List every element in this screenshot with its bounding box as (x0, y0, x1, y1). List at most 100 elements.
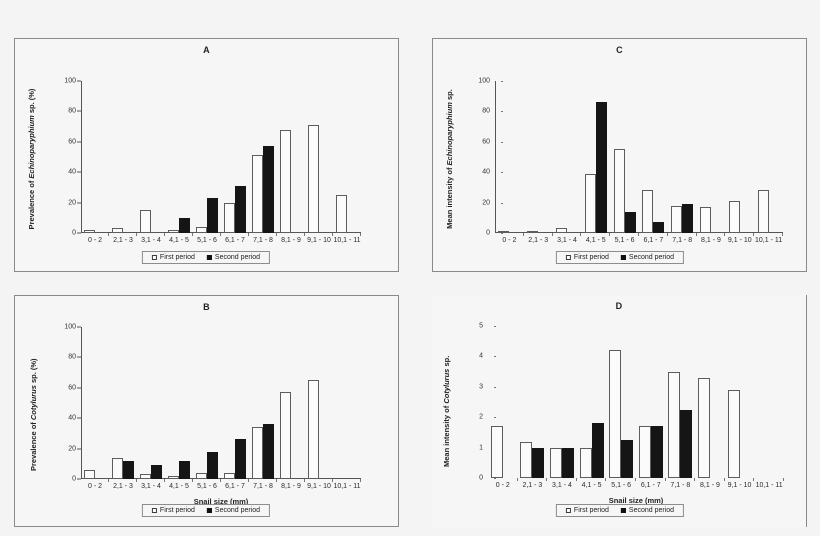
panel-d-x-axis-title: Snail size (mm) (608, 496, 664, 505)
y-title-pre: Prevalence of (27, 178, 36, 230)
x-tick-mark (723, 478, 725, 481)
panel-a-y-axis-title: Prevalence of Echinoparyphium sp. (%) (27, 79, 36, 239)
panel-d-plot-area: 0 1 2 3 4 5 (479, 323, 784, 482)
bar-first-period (252, 427, 263, 479)
panel-c-y-tick-label: 20 (482, 199, 490, 207)
legend-swatch-first-icon (565, 508, 571, 513)
panel-a-x-tick-label: 10,1 - 11 (333, 237, 361, 244)
panel-a-x-axis (81, 232, 361, 233)
bar-group (754, 81, 783, 236)
x-tick-mark (304, 233, 305, 236)
bar-first-period (252, 155, 263, 233)
bar-group (305, 81, 333, 236)
panel-c-y-tick-label: 40 (482, 168, 490, 176)
x-tick-mark (192, 479, 193, 482)
bar-group (305, 327, 333, 482)
bar-second-period (179, 217, 190, 233)
panel-c-y-tick-mark (501, 111, 503, 113)
panel-d-y-tick-label: 4 (479, 352, 483, 360)
x-tick-mark (753, 478, 755, 481)
x-tick-mark (304, 479, 305, 482)
panel-b-x-tick-label: 0 - 2 (87, 483, 102, 490)
bar-first-period (527, 231, 539, 233)
bar-first-period (520, 441, 533, 478)
panel-b-plot-area: 0 20 40 60 80 100 (64, 324, 361, 483)
panel-d-y-tick-label: 1 (479, 444, 483, 452)
x-tick-mark (164, 233, 165, 236)
panel-c-x-tick-label: 5,1 - 6 (614, 237, 635, 244)
bar-group (697, 81, 726, 236)
panel-a-x-tick-label: 6,1 - 7 (225, 237, 245, 244)
legend-item-second: Second period (620, 254, 674, 261)
x-tick-mark (575, 478, 577, 481)
bar-group (524, 81, 553, 236)
panel-b-x-axis (81, 478, 361, 479)
panel-c-legend-box: First period Second period (555, 251, 685, 264)
panel-a-x-tick-label: 5,1 - 6 (197, 237, 217, 244)
x-tick-mark (546, 478, 548, 481)
panel-c-title: C (616, 45, 623, 55)
legend-item-second: Second period (206, 254, 261, 261)
bar-group (277, 327, 305, 482)
panel-a-y-axis (81, 81, 82, 233)
bar-second-period (151, 465, 162, 479)
panel-a-plot-area: 0 20 40 60 80 100 (64, 78, 361, 237)
panel-b-x-axis-title: Snail size (mm) (193, 497, 249, 506)
bar-first-period (613, 149, 625, 233)
panel-c-y-tick-label: 100 (478, 77, 490, 85)
panel-c-x-tick-label: 8,1 - 9 (701, 237, 721, 244)
bar-group (193, 81, 221, 236)
legend-label-second: Second period (214, 254, 261, 261)
panel-b-y-tick-label: 20 (68, 445, 76, 453)
legend-swatch-first-icon (151, 255, 157, 260)
legend-item-first: First period (565, 254, 609, 261)
bar-group (277, 81, 305, 236)
bar-group (221, 327, 249, 482)
panel-c-bar-groups (495, 81, 783, 236)
bar-second-period (207, 451, 218, 479)
panel-c-x-tick-label: 9,1 - 10 (727, 237, 752, 244)
panel-a-bar-groups (81, 81, 361, 236)
panel-b-legend-box: First period Second period (141, 504, 271, 517)
panel-a-y-tick-label: 20 (68, 199, 76, 207)
legend-swatch-first-icon (565, 255, 571, 260)
panel-b-x-tick-label: 9,1 - 10 (307, 483, 331, 490)
bar-group (754, 326, 784, 481)
y-title-italic: Cotylurus (29, 385, 38, 421)
panel-a-y-tick-mark (77, 110, 81, 112)
bar-group (725, 81, 755, 236)
panel-d-title: D (615, 301, 623, 311)
legend-label-first: First period (573, 507, 609, 514)
bar-group (636, 326, 666, 481)
bar-first-period (196, 226, 207, 233)
panel-a-y-tick-label: 60 (68, 138, 76, 146)
bar-group (333, 81, 361, 236)
panel-b-y-tick-mark (77, 417, 81, 419)
bar-first-period (699, 207, 711, 233)
y-title-italic: Echinoparyphium (27, 115, 36, 179)
bar-first-period (697, 377, 710, 478)
panel-b-bar-groups (81, 327, 361, 482)
panel-b-x-tick-label: 2,1 - 3 (113, 483, 133, 490)
bar-second-period (653, 222, 665, 233)
bar-group (553, 81, 582, 236)
bar-second-period (682, 204, 694, 233)
x-tick-mark (108, 479, 109, 482)
panel-c-x-labels: 0 - 2 2,1 - 3 3,1 - 4 4,1 - 5 5,1 - 6 6,1 - 7… (495, 237, 783, 244)
y-title-post: sp. (445, 89, 454, 103)
x-tick-mark (360, 233, 361, 236)
legend-label-first: First period (159, 507, 195, 514)
panel-b-y-tick-label: 100 (64, 323, 76, 331)
bar-second-period (591, 423, 604, 478)
x-tick-mark (634, 478, 636, 481)
panel-c-x-axis (495, 232, 783, 233)
panel-d-bar-groups (488, 326, 784, 481)
bar-second-period (263, 146, 274, 233)
panel-c-y-tick-mark (501, 141, 503, 143)
panel-a-y-tick-label: 40 (68, 168, 76, 176)
x-tick-mark (694, 478, 696, 481)
legend-item-first: First period (151, 254, 195, 261)
panel-b-x-tick-label: 8,1 - 9 (281, 483, 301, 490)
bar-first-period (168, 475, 179, 479)
legend-label-second: Second period (214, 507, 261, 514)
